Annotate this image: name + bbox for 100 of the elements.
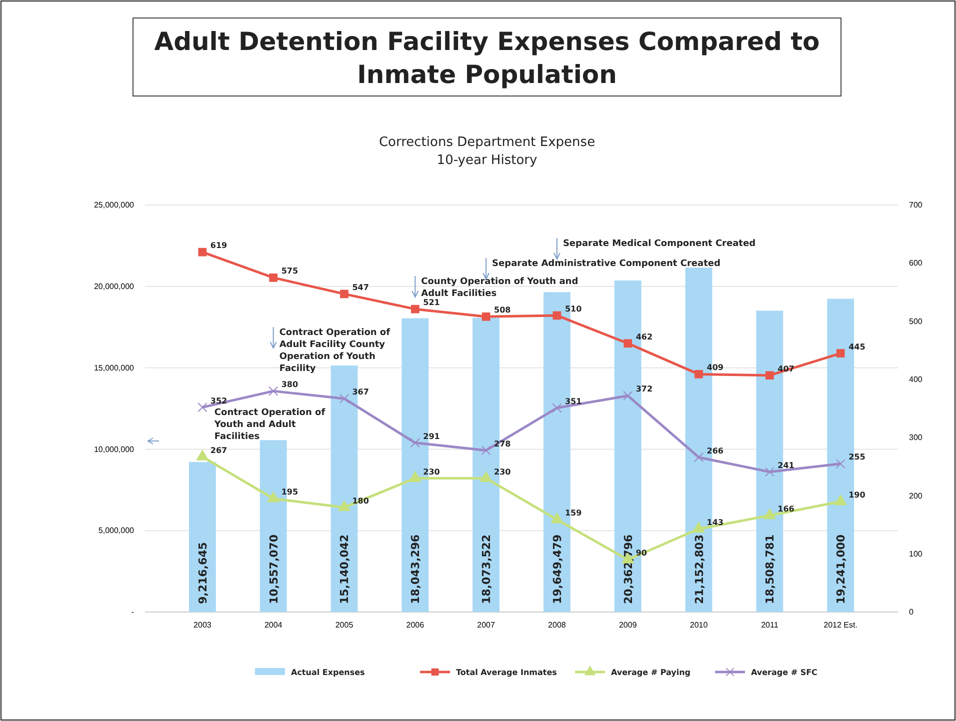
point — [198, 402, 208, 412]
data-label: 291 — [423, 432, 440, 441]
chart-title: Adult Detention Facility Expenses Compared to Inmate Population — [154, 27, 820, 89]
legend-label: Total Average Inmates — [456, 668, 558, 677]
point — [198, 248, 207, 256]
legend-label: Actual Expenses — [291, 668, 366, 677]
data-label: 19,241,000 — [834, 534, 848, 604]
data-label: 462 — [636, 332, 653, 342]
x-tick-label: 2012 Est. — [824, 620, 858, 630]
x-tick-label: 2005 — [335, 620, 354, 630]
y-tick-label: 20,000,000 — [94, 282, 135, 291]
data-label: 18,043,296 — [409, 534, 422, 604]
data-label: 575 — [281, 266, 298, 276]
annotation: Contract Operation of Youth and Adult Facilities — [213, 408, 326, 442]
point — [550, 512, 564, 524]
data-label: 18,508,781 — [764, 534, 777, 604]
point — [765, 371, 774, 380]
y-tick-label: 5,000,000 — [98, 526, 135, 536]
data-label: 445 — [848, 342, 866, 352]
x-tick-label: 2010 — [690, 620, 708, 630]
x-tick-label: 2009 — [618, 620, 638, 630]
x-tick-label: 2007 — [477, 620, 496, 630]
point — [694, 452, 704, 462]
data-label: 230 — [423, 467, 440, 476]
data-label: 266 — [706, 446, 724, 456]
point — [482, 312, 490, 321]
x-tick-label: 2004 — [264, 620, 283, 630]
data-label: 380 — [281, 380, 298, 390]
y2-tick-label: 700 — [909, 200, 923, 210]
point — [410, 304, 420, 314]
point — [339, 394, 350, 404]
point — [623, 390, 633, 401]
point — [764, 467, 774, 477]
data-label: 195 — [281, 488, 298, 497]
data-label: 166 — [778, 504, 795, 514]
data-label: 521 — [423, 298, 440, 308]
point — [763, 508, 776, 520]
point — [694, 370, 703, 378]
data-label: 159 — [564, 508, 582, 518]
bar — [188, 462, 216, 612]
data-label: 241 — [778, 460, 795, 470]
y-tick-label: 15,000,000 — [94, 363, 135, 372]
legend-label: Average # SFC — [751, 668, 818, 677]
legend-label: Average # Paying — [611, 668, 691, 677]
x-tick-label: 2011 — [761, 620, 779, 630]
annotation: County Operation of Youth and Adult Facilities — [421, 277, 578, 299]
point — [834, 494, 847, 506]
point — [196, 449, 209, 460]
point — [480, 470, 492, 482]
point — [268, 386, 278, 396]
chart-subtitle: Corrections Department Expense 10-year History — [378, 135, 596, 168]
data-label: 20,362,796 — [622, 534, 635, 604]
y2-tick-label: 100 — [909, 549, 923, 558]
data-label: 267 — [210, 446, 228, 455]
y2-tick-label: 300 — [909, 433, 923, 442]
point — [836, 458, 846, 469]
y2-tick-label: 200 — [909, 491, 923, 500]
y2-tick-label: 600 — [909, 258, 923, 268]
y2-tick-label: 400 — [909, 374, 923, 384]
point — [410, 438, 420, 448]
data-label: 10,557,070 — [267, 534, 280, 604]
y-tick-label: - — [131, 608, 134, 617]
data-label: 255 — [848, 452, 866, 462]
point — [338, 500, 351, 512]
annotation: Contract Operation of Adult Facility County Operation of Youth Facility — [279, 328, 390, 374]
y2-tick-label: 0 — [909, 608, 914, 617]
x-tick-label: 2008 — [548, 620, 566, 630]
point — [481, 446, 491, 456]
annotation: Separate Administrative Component Created — [492, 259, 720, 269]
y-tick-label: 10,000,000 — [94, 444, 135, 454]
data-label: 510 — [564, 304, 582, 314]
data-label: 18,073,522 — [480, 534, 494, 604]
data-label: 15,140,042 — [338, 534, 352, 604]
data-label: 21,152,803 — [692, 534, 706, 604]
x-tick-label: 2003 — [194, 620, 212, 630]
point — [340, 290, 348, 298]
point — [692, 522, 706, 533]
x-tick-label: 2006 — [406, 620, 425, 630]
point — [408, 470, 422, 482]
data-label: 351 — [564, 396, 582, 406]
data-label: 508 — [494, 306, 512, 315]
data-label: 230 — [494, 467, 512, 476]
data-label: 367 — [352, 388, 369, 397]
point — [269, 273, 278, 282]
data-label: 190 — [848, 490, 866, 500]
data-label: 278 — [494, 439, 512, 448]
data-label: 372 — [636, 384, 653, 394]
data-label: 9,216,645 — [196, 542, 210, 604]
data-label: 143 — [706, 518, 724, 527]
data-label: 409 — [706, 363, 724, 372]
point — [266, 491, 280, 502]
point — [552, 403, 562, 413]
point — [552, 311, 562, 320]
y2-tick-label: 500 — [909, 316, 923, 326]
annotation: Separate Medical Component Created — [562, 239, 756, 249]
data-label: 619 — [210, 241, 228, 250]
data-label: 352 — [210, 396, 228, 406]
y-tick-label: 25,000,000 — [94, 200, 135, 210]
data-label: 90 — [636, 548, 648, 558]
point — [836, 349, 845, 358]
